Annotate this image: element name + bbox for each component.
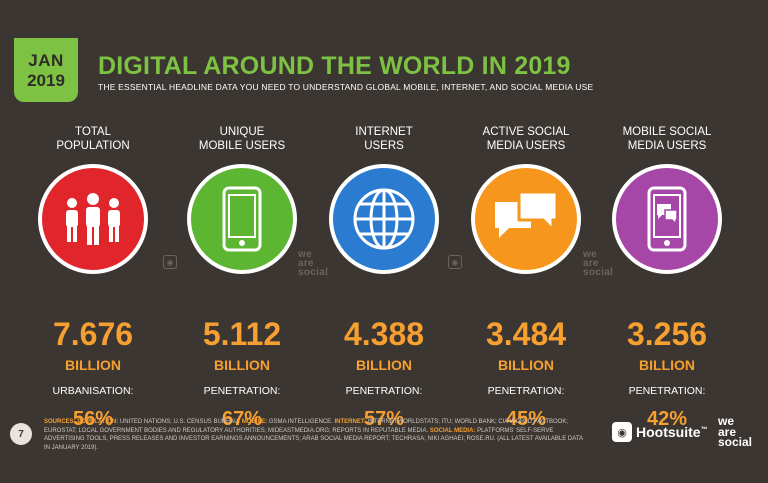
stat-value: 3.256 <box>626 316 708 352</box>
hootsuite-wordmark: Hootsuite™ <box>636 424 708 440</box>
stat-sublabel: URBANISATION: <box>52 385 134 397</box>
date-tab: JAN 2019 <box>14 38 78 102</box>
stat-percent: 42% <box>646 407 688 430</box>
month-label: JAN <box>28 50 64 70</box>
mobile-chat-icon <box>647 186 687 252</box>
sources-text: SOURCES: POPULATION: UNITED NATIONS; U.S… <box>44 419 583 451</box>
stat-unit: BILLION <box>214 357 270 373</box>
people-icon <box>66 193 120 245</box>
globe-icon <box>353 188 415 250</box>
stat-sublabel: PENETRATION: <box>628 385 706 397</box>
stat-sublabel: PENETRATION: <box>487 385 565 397</box>
stat-label: UNIQUE MOBILE USERS <box>198 126 286 152</box>
hootsuite-watermark-icon: ◉ <box>163 255 177 269</box>
stat-value: 5.112 <box>202 316 282 352</box>
hootsuite-watermark-icon: ◉ <box>448 255 462 269</box>
stat-mobile-social-media-users: MOBILE SOCIAL MEDIA USERS 3.256 BILLION P… <box>596 125 738 429</box>
stat-circle <box>329 164 439 274</box>
stat-value: 4.388 <box>343 316 425 352</box>
stat-unit: BILLION <box>65 357 121 373</box>
stat-total-population: TOTAL POPULATION 7.676 BILLION URBANISATI… <box>22 125 164 429</box>
stat-label: TOTAL POPULATION <box>56 126 130 152</box>
stat-unit: BILLION <box>639 357 695 373</box>
stat-percent: 45% <box>505 407 547 430</box>
stat-active-social-media-users: ACTIVE SOCIAL MEDIA USERS 3.484 BILLION P… <box>455 125 597 429</box>
stat-internet-users: INTERNET USERS 4.388 BILLION PENETRATION:… <box>313 125 455 429</box>
stat-circle <box>187 164 297 274</box>
we-are-social-watermark: we are social <box>583 249 614 278</box>
we-are-social-logo: we are social <box>718 414 753 449</box>
year-label: 2019 <box>27 70 65 90</box>
chat-bubbles-icon <box>495 190 559 238</box>
stat-percent: 67% <box>221 407 263 430</box>
stat-label: MOBILE SOCIAL MEDIA USERS <box>622 126 712 152</box>
page-subtitle: THE ESSENTIAL HEADLINE DATA YOU NEED TO … <box>98 82 594 92</box>
stat-circle <box>38 164 148 274</box>
stat-value: 3.484 <box>485 316 567 352</box>
stat-sublabel: PENETRATION: <box>203 385 281 397</box>
page-title: DIGITAL AROUND THE WORLD IN 2019 <box>98 52 571 80</box>
stat-unique-mobile-users: UNIQUE MOBILE USERS 5.112 BILLION PENETRA… <box>171 125 313 429</box>
stat-circle <box>471 164 581 274</box>
hootsuite-owl-icon: ◉ <box>612 422 632 442</box>
we-are-social-watermark: we are social <box>298 249 329 278</box>
stat-percent: 57% <box>363 407 405 430</box>
stat-unit: BILLION <box>498 357 554 373</box>
stat-percent: 56% <box>72 407 114 430</box>
stat-circle <box>612 164 722 274</box>
stat-unit: BILLION <box>356 357 412 373</box>
stat-value: 7.676 <box>52 316 134 352</box>
stat-label: ACTIVE SOCIAL MEDIA USERS <box>482 126 570 152</box>
page-number: 7 <box>10 423 32 445</box>
stat-sublabel: PENETRATION: <box>345 385 423 397</box>
mobile-phone-icon <box>222 186 262 252</box>
stat-label: INTERNET USERS <box>355 126 413 152</box>
hootsuite-logo: ◉ Hootsuite™ <box>612 422 708 442</box>
